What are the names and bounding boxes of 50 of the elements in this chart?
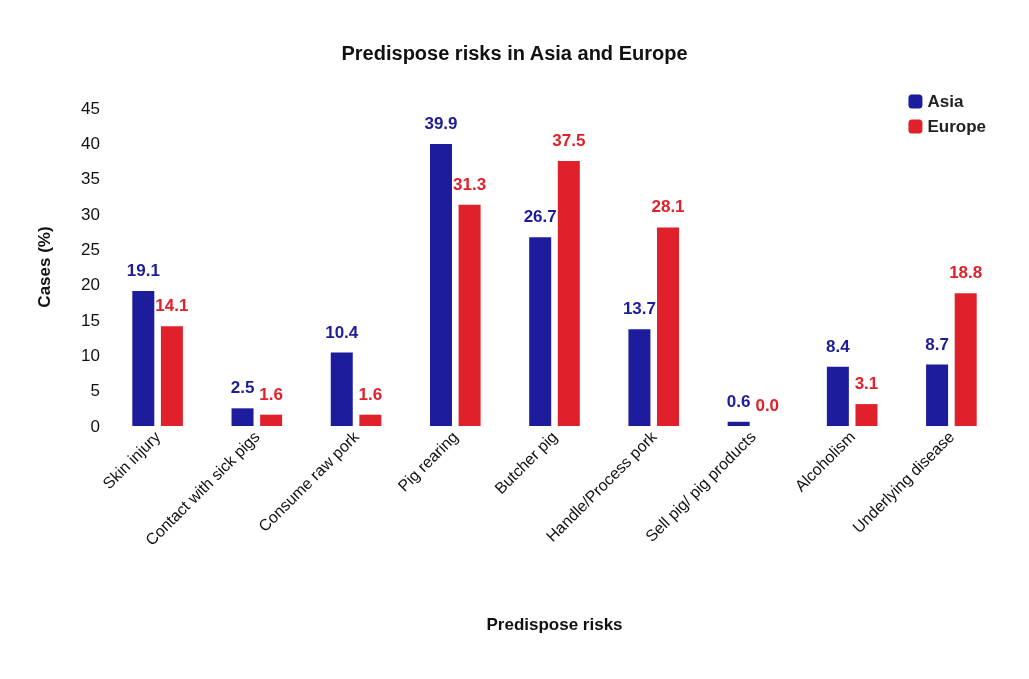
data-label: 14.1 <box>155 296 189 316</box>
bar <box>260 414 283 426</box>
data-label: 3.1 <box>854 374 879 394</box>
bar <box>132 291 155 426</box>
data-label: 10.4 <box>325 322 359 342</box>
data-label: 0.0 <box>755 396 780 415</box>
y-tick-label: 25 <box>81 239 100 259</box>
data-label: 1.6 <box>259 384 283 404</box>
data-label: 26.7 <box>523 207 557 227</box>
data-label: 31.3 <box>453 174 487 194</box>
bar <box>557 161 580 426</box>
y-tick-label: 30 <box>81 204 100 224</box>
bar <box>231 408 254 426</box>
y-tick-label: 45 <box>81 98 100 118</box>
y-tick-label: 35 <box>81 169 100 189</box>
y-tick-label: 10 <box>81 345 100 365</box>
x-axis-title: Predispose risks <box>486 615 623 634</box>
bar <box>529 237 552 426</box>
data-label: 0.6 <box>726 391 751 411</box>
bar <box>429 144 452 426</box>
bar <box>458 204 481 426</box>
data-label: 37.5 <box>552 131 586 150</box>
data-label: 39.9 <box>424 114 458 134</box>
y-tick-label: 40 <box>81 133 100 153</box>
bar <box>954 293 977 426</box>
data-label: 1.6 <box>358 384 383 404</box>
bar <box>826 366 849 426</box>
data-label: 8.7 <box>925 334 949 354</box>
legend-label: Europe <box>927 117 986 136</box>
bar <box>727 421 750 426</box>
data-label: 8.4 <box>826 336 851 356</box>
data-label: 28.1 <box>651 197 685 217</box>
y-tick-label: 15 <box>81 310 100 330</box>
bar <box>330 352 353 426</box>
legend-label: Asia <box>927 92 964 111</box>
bar <box>160 326 183 426</box>
y-tick-label: 20 <box>81 275 100 295</box>
data-label: 19.1 <box>126 261 160 281</box>
y-tick-label: 5 <box>90 381 100 401</box>
y-tick-label: 0 <box>90 416 100 436</box>
data-label: 18.8 <box>949 263 983 283</box>
bar <box>926 364 949 426</box>
data-label: 2.5 <box>230 378 255 398</box>
bar <box>359 414 382 426</box>
bar <box>657 227 680 426</box>
chart-title: Predispose risks in Asia and Europe <box>341 42 688 64</box>
bar <box>855 404 878 426</box>
data-label: 13.7 <box>622 299 656 319</box>
y-axis-title: Cases (%) <box>35 226 54 308</box>
bar <box>628 329 651 426</box>
